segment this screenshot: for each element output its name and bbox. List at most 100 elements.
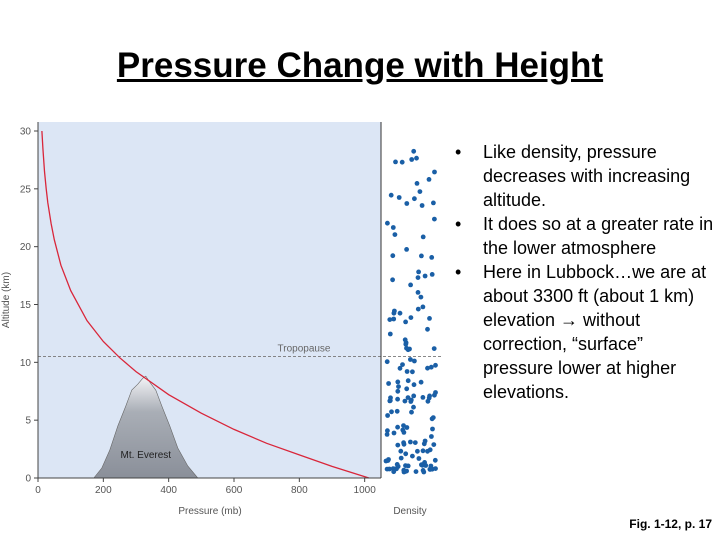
density-dot xyxy=(392,232,398,237)
tropopause-label: Tropopause xyxy=(278,344,331,355)
density-dot xyxy=(414,155,419,161)
bullet-dot: • xyxy=(455,142,462,162)
x-tick-label: 200 xyxy=(95,485,112,496)
density-dot xyxy=(428,364,434,370)
density-dot xyxy=(385,413,390,418)
density-dot xyxy=(400,427,406,433)
density-dot xyxy=(390,466,396,472)
y-tick-label: 30 xyxy=(20,127,32,138)
density-dot xyxy=(393,159,398,165)
bullet-dot: • xyxy=(455,262,462,282)
density-dot xyxy=(397,310,403,316)
density-dot xyxy=(385,428,390,434)
chart-svg: 0 5 10 15 20 25 30 0 200 400 600 800 1000 Pressure (… xyxy=(1,122,441,517)
y-axis-label: Altitude (km) xyxy=(1,272,12,328)
y-tick-label: 0 xyxy=(25,474,31,485)
density-dot xyxy=(419,462,424,468)
density-dot xyxy=(416,456,422,461)
x-tick-label: 1000 xyxy=(354,485,377,496)
y-tick-label: 20 xyxy=(20,242,32,253)
density-dot xyxy=(408,439,413,445)
density-dot xyxy=(390,277,395,283)
density-dot xyxy=(386,381,391,386)
density-dot xyxy=(411,393,417,399)
density-dot xyxy=(431,346,437,351)
density-dot xyxy=(425,448,430,454)
density-dot xyxy=(387,466,392,472)
density-dot xyxy=(394,466,399,472)
y-tick-label: 15 xyxy=(20,300,32,311)
density-dot xyxy=(389,409,394,415)
density-dot xyxy=(412,358,417,364)
density-dot xyxy=(422,273,428,279)
density-dot xyxy=(410,453,415,459)
density-dot xyxy=(398,455,404,461)
density-dot xyxy=(418,294,424,300)
bullet-item: • Like density, pressure decreases with i… xyxy=(455,140,717,212)
slide-title: Pressure Change with Height xyxy=(116,46,604,85)
density-dot xyxy=(402,398,408,404)
density-dot xyxy=(403,319,408,325)
density-dot xyxy=(429,272,435,277)
density-dot xyxy=(429,416,435,422)
density-dot xyxy=(427,316,432,321)
density-dot xyxy=(391,316,397,322)
density-dot xyxy=(408,282,413,288)
density-dot xyxy=(415,306,421,312)
density-dot xyxy=(391,430,397,436)
density-dot xyxy=(387,317,393,322)
density-dot xyxy=(392,308,397,314)
density-dot xyxy=(415,275,421,280)
density-dot xyxy=(400,362,405,367)
density-dot xyxy=(412,196,417,202)
density-dot xyxy=(421,441,427,447)
density-dot xyxy=(395,442,401,448)
density-dot xyxy=(411,148,417,154)
density-dot xyxy=(404,369,410,374)
pressure-altitude-chart: 0 5 10 15 20 25 30 0 200 400 600 800 1000 Pressure (… xyxy=(0,118,450,523)
density-dot xyxy=(417,189,423,194)
density-dot xyxy=(432,457,438,463)
density-dot xyxy=(415,290,421,295)
density-dot xyxy=(432,216,437,222)
density-dot xyxy=(414,181,420,186)
density-dot xyxy=(433,362,438,368)
density-dot xyxy=(387,331,393,337)
density-dot xyxy=(432,169,437,175)
density-dot xyxy=(395,379,401,385)
density-dot xyxy=(395,424,400,430)
density-dot xyxy=(420,395,426,400)
density-dot xyxy=(388,192,394,198)
x-tick-label: 800 xyxy=(291,485,308,496)
y-tick-label: 25 xyxy=(20,184,32,195)
density-column-background xyxy=(381,122,441,478)
density-dot xyxy=(401,440,406,446)
density-dot xyxy=(411,404,416,410)
density-dot xyxy=(404,425,410,430)
density-dot xyxy=(403,341,409,347)
density-dot xyxy=(404,201,410,206)
density-dot xyxy=(407,346,412,352)
density-dot xyxy=(420,468,426,473)
density-dot xyxy=(394,408,400,414)
mountain-shape xyxy=(93,375,199,479)
density-label: Density xyxy=(393,506,426,517)
density-dot xyxy=(399,159,405,165)
density-dot xyxy=(425,326,430,332)
x-tick-label: 400 xyxy=(160,485,177,496)
x-tick-label: 0 xyxy=(35,485,41,496)
plot-background xyxy=(38,122,381,478)
density-dot xyxy=(396,195,402,200)
density-dot xyxy=(418,379,424,385)
everest-label: Mt. Everest xyxy=(121,450,172,461)
density-dot xyxy=(387,398,393,403)
density-dot xyxy=(429,255,435,260)
density-dot xyxy=(397,365,403,371)
y-tick-label: 10 xyxy=(20,358,32,369)
density-dot xyxy=(403,469,408,474)
density-dot xyxy=(404,247,409,252)
density-dot xyxy=(395,388,401,394)
bullet-text: Here in Lubbock…we are at about 3300 ft … xyxy=(483,262,707,402)
y-tick-label: 5 xyxy=(25,416,31,427)
density-dot xyxy=(409,409,414,415)
